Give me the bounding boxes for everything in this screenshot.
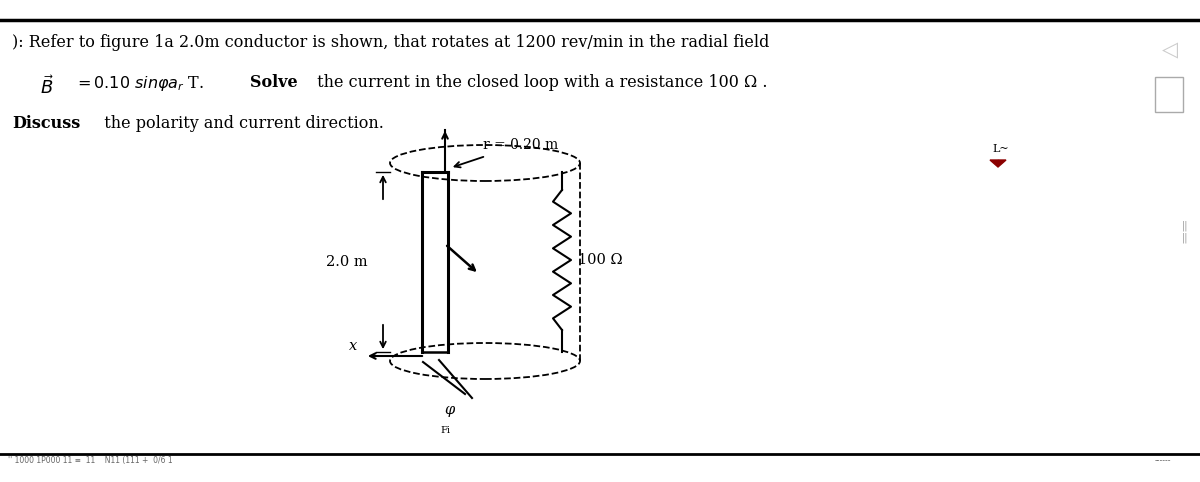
Text: Solve: Solve [250,74,298,91]
Text: ||
||: || || [1182,221,1188,243]
Text: r = 0.20 m: r = 0.20 m [482,138,558,152]
Polygon shape [990,160,1006,167]
Text: Fi: Fi [440,426,450,435]
Text: ): Refer to figure 1a 2.0m conductor is shown, that rotates at 1200 rev/min in t: ): Refer to figure 1a 2.0m conductor is … [12,34,769,51]
Text: L~: L~ [992,144,1009,154]
Text: ◁: ◁ [1162,40,1178,60]
Text: '' 1000 1P000 11 ≡  11    N11 (111 +  0/6 1: '' 1000 1P000 11 ≡ 11 N11 (111 + 0/6 1 [8,456,173,465]
Text: the current in the closed loop with a resistance 100 Ω .: the current in the closed loop with a re… [312,74,768,91]
Text: φ: φ [444,403,454,417]
Text: 100 Ω: 100 Ω [578,253,623,267]
Text: 2.0 m: 2.0 m [326,255,368,269]
Text: x: x [349,339,358,353]
Text: $= 0.10\ sin\varphi a_r$ T.: $= 0.10\ sin\varphi a_r$ T. [74,74,211,93]
Text: the polarity and current direction.: the polarity and current direction. [94,115,384,132]
Text: $\vec{B}$: $\vec{B}$ [40,75,54,98]
Text: Discuss: Discuss [12,115,80,132]
Text: ------: ------ [1154,456,1171,465]
